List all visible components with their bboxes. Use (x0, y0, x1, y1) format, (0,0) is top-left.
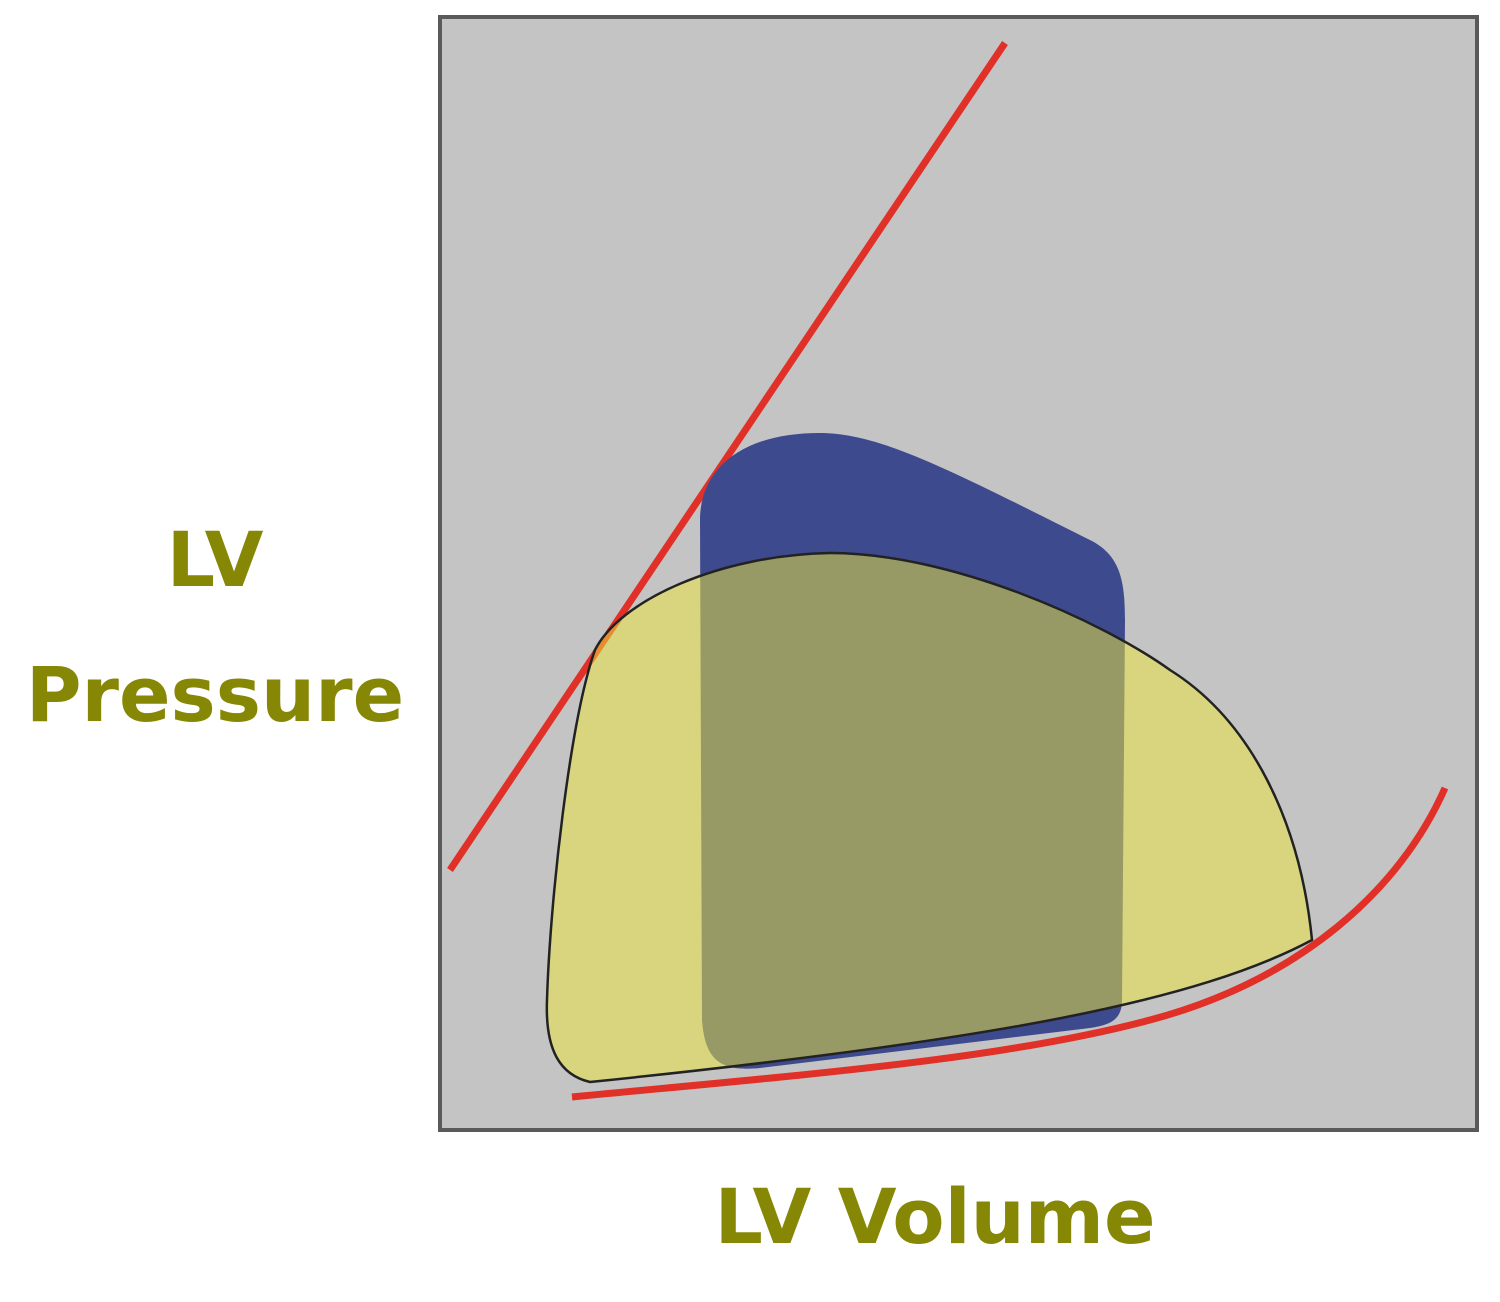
espvr-line (447, 41, 1008, 872)
edpvr-curve (571, 786, 1449, 1101)
y-axis-label: Pressure (26, 650, 404, 739)
x-axis-label: LV Volume (714, 1172, 1155, 1261)
yellow-pv-loop (545, 551, 1314, 1084)
y-axis-label: LV (167, 515, 264, 604)
